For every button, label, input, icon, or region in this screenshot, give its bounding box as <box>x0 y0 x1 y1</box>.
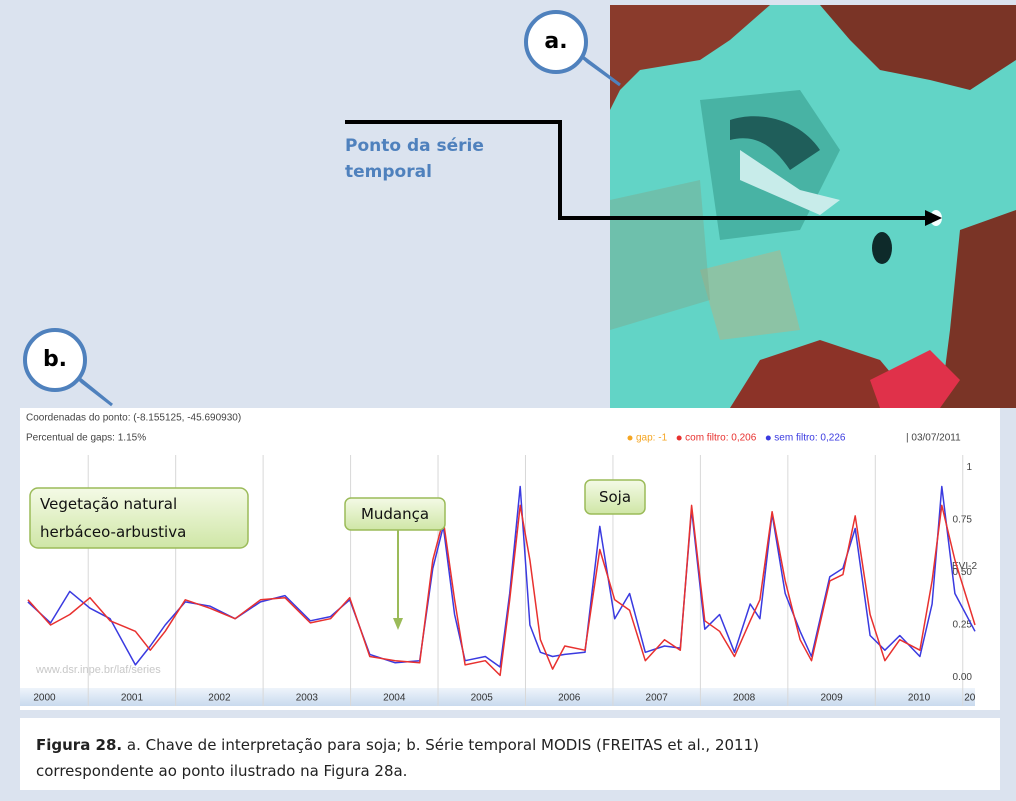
annotation: Soja <box>599 488 631 506</box>
legend-label: gap: -1 <box>636 433 668 444</box>
figure: Ponto da série temporal a. b. Coordenada… <box>0 0 1016 801</box>
annotation: Mudança <box>361 505 429 523</box>
legend-marker <box>677 436 682 441</box>
satellite-image <box>610 5 1016 408</box>
annotation-line: Soja <box>599 488 631 506</box>
x-tick-label: 2009 <box>820 693 843 704</box>
y-tick-label: 1 <box>966 462 972 473</box>
x-tick-label: 2002 <box>208 693 231 704</box>
point-label-line: temporal <box>345 162 432 182</box>
x-tick-label: 2007 <box>646 693 669 704</box>
x-tick-label: 2004 <box>383 693 406 704</box>
legend-label: sem filtro: 0,226 <box>774 433 846 444</box>
annotation-line: Vegetação natural <box>40 495 177 513</box>
caption-line: correspondente ao ponto ilustrado na Fig… <box>36 762 407 780</box>
annotation-line: Mudança <box>361 505 429 523</box>
caption-label: Figura 28. <box>36 736 122 754</box>
x-tick-label: 2005 <box>471 693 494 704</box>
coordinates: Coordenadas do ponto: (-8.155125, -45.69… <box>26 413 241 424</box>
chart-panel <box>20 408 1000 710</box>
x-tick-label: 20 <box>964 693 976 704</box>
point-label-line: Ponto da série <box>345 136 484 156</box>
legend-marker <box>628 436 633 441</box>
annotation-line: herbáceo-arbustiva <box>40 523 186 541</box>
x-tick-label: 2010 <box>908 693 931 704</box>
callout-a-label: a. <box>544 29 567 54</box>
legend-label: com filtro: 0,206 <box>685 433 757 444</box>
watermark: www.dsr.inpe.br/laf/series <box>35 664 161 676</box>
date: | 03/07/2011 <box>906 433 961 444</box>
gaps: Percentual de gaps: 1.15% <box>26 433 146 444</box>
x-tick-label: 2003 <box>296 693 319 704</box>
y-tick-label: 0.00 <box>953 672 973 683</box>
caption-line: a. Chave de interpretação para soja; b. … <box>122 736 759 754</box>
y-tick-label: 0.75 <box>953 515 973 526</box>
x-tick-label: 2008 <box>733 693 756 704</box>
callout-b-label: b. <box>43 347 67 372</box>
x-tick-label: 2001 <box>121 693 144 704</box>
x-tick-label: 2000 <box>33 693 56 704</box>
legend-marker <box>766 436 771 441</box>
x-tick-label: 2006 <box>558 693 581 704</box>
